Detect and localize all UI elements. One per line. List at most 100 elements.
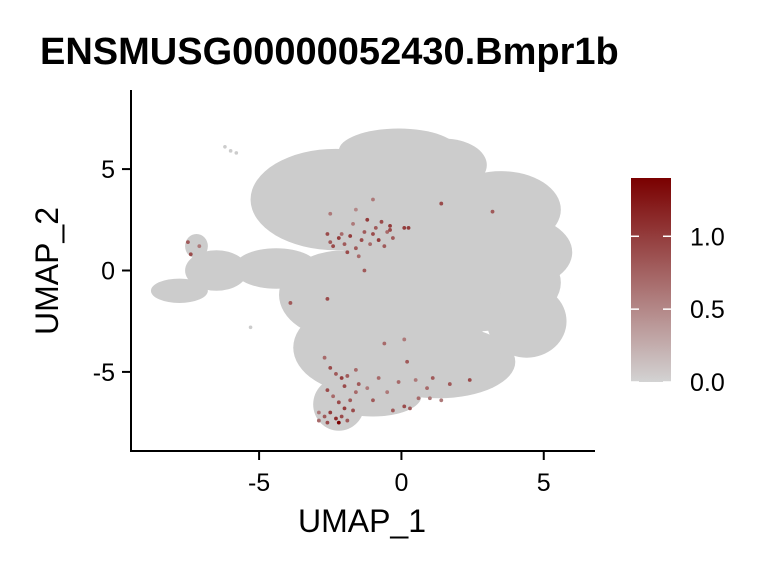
- expressing-cell-point: [325, 420, 330, 425]
- expressing-cell-point: [351, 221, 355, 226]
- cell-cluster: [185, 250, 248, 291]
- expressing-cell-point: [316, 418, 321, 423]
- expressing-cell-point: [396, 380, 401, 384]
- expressing-cell-point: [402, 226, 407, 230]
- expressing-cell-point: [359, 238, 364, 242]
- expressing-cell-point: [390, 408, 395, 413]
- expressing-cell-point: [356, 254, 361, 259]
- expressing-cell-point: [388, 223, 392, 228]
- expressing-cell-point: [336, 420, 341, 425]
- expressing-cell-point: [416, 396, 421, 401]
- expressing-cell-point: [376, 376, 381, 380]
- x-ticks: -5 0 5: [248, 451, 551, 497]
- expressing-cell-point: [376, 238, 381, 242]
- expressing-cell-point: [379, 219, 384, 224]
- x-tick-label: 0: [394, 469, 408, 497]
- cell-points-layer: [150, 128, 573, 431]
- expressing-cell-point: [325, 296, 330, 301]
- expressing-cell-point: [467, 378, 472, 382]
- expressing-cell-point: [186, 240, 190, 245]
- expressing-cell-point: [413, 378, 418, 382]
- expressing-cell-point: [373, 226, 378, 230]
- colorbar-tick-label: 1.0: [690, 223, 725, 251]
- cell-point: [228, 149, 233, 153]
- y-axis-title: UMAP_2: [29, 207, 65, 335]
- cell-cluster: [233, 248, 319, 289]
- cell-point: [248, 325, 253, 330]
- expressing-cells-layer: [186, 197, 495, 425]
- y-tick-label: 0: [101, 258, 115, 286]
- expressing-cell-point: [348, 398, 353, 403]
- expressing-cell-point: [342, 242, 347, 247]
- expressing-cell-point: [382, 244, 387, 249]
- expressing-cell-point: [406, 226, 411, 230]
- y-tick-label: 5: [101, 156, 115, 184]
- expressing-cell-point: [365, 217, 370, 222]
- cell-cluster: [185, 233, 208, 259]
- expressing-cell-point: [353, 207, 358, 212]
- expressing-cell-point: [334, 372, 338, 376]
- expressing-cell-point: [425, 386, 429, 391]
- expressing-cell-point: [490, 209, 495, 214]
- expressing-cell-point: [328, 410, 333, 415]
- expressing-cell-point: [345, 374, 350, 378]
- expressing-cell-point: [339, 376, 344, 380]
- expressing-cell-point: [188, 252, 193, 257]
- expressing-cell-point: [322, 414, 327, 419]
- expressing-cell-point: [316, 410, 321, 415]
- expressing-cell-point: [325, 232, 330, 236]
- chart-title: ENSMUSG00000052430.Bmpr1b: [40, 31, 619, 73]
- expressing-cell-point: [336, 236, 341, 240]
- expressing-cell-point: [365, 386, 370, 391]
- expressing-cell-point: [345, 250, 350, 255]
- expressing-cell-point: [402, 337, 407, 342]
- colorbar-ticks: 0.0 0.5 1.0: [631, 223, 725, 397]
- expressing-cell-point: [331, 394, 336, 399]
- expressing-cell-point: [405, 359, 410, 364]
- expressing-cell-point: [430, 376, 435, 380]
- expressing-cell-point: [385, 390, 390, 395]
- expressing-cell-point: [390, 236, 395, 240]
- expressing-cell-point: [288, 301, 293, 305]
- x-axis-title: UMAP_1: [298, 503, 426, 539]
- expressing-cell-point: [427, 396, 432, 401]
- expressing-cell-point: [331, 244, 336, 249]
- expressing-cell-point: [447, 382, 452, 386]
- colorbar-tick-label: 0.0: [690, 369, 725, 397]
- expressing-cell-point: [362, 230, 367, 234]
- expressing-cell-point: [342, 384, 347, 389]
- expressing-cell-point: [334, 416, 338, 421]
- expressing-cell-point: [339, 232, 344, 236]
- expressing-cell-point: [408, 406, 412, 411]
- expressing-cell-point: [322, 355, 327, 360]
- expressing-cell-point: [371, 197, 375, 202]
- expressing-cell-point: [353, 246, 358, 251]
- x-tick-label: -5: [248, 469, 270, 497]
- colorbar: [631, 178, 671, 382]
- expressing-cell-point: [371, 398, 375, 403]
- expressing-cell-point: [385, 230, 390, 234]
- expressing-cell-point: [342, 406, 347, 411]
- expressing-cell-point: [351, 408, 355, 413]
- cell-cluster: [150, 278, 208, 303]
- cell-point: [223, 144, 227, 149]
- expressing-cell-point: [371, 232, 375, 236]
- expressing-cell-point: [328, 240, 333, 245]
- expressing-cell-point: [325, 388, 330, 393]
- expressing-cell-point: [439, 398, 444, 403]
- expressing-cell-point: [353, 367, 358, 372]
- expressing-cell-point: [328, 211, 333, 216]
- expressing-cell-point: [356, 382, 361, 386]
- expressing-cell-point: [197, 244, 202, 249]
- expressing-cell-point: [353, 390, 358, 395]
- expressing-cell-point: [345, 418, 350, 423]
- expressing-cell-point: [388, 228, 392, 232]
- expressing-cell-point: [336, 400, 341, 405]
- expressing-cell-point: [348, 234, 353, 238]
- expressing-cell-point: [402, 404, 407, 409]
- cell-point: [234, 151, 239, 155]
- expressing-cell-point: [439, 201, 444, 206]
- expressing-cell-point: [328, 365, 333, 370]
- expressing-cell-point: [362, 268, 367, 273]
